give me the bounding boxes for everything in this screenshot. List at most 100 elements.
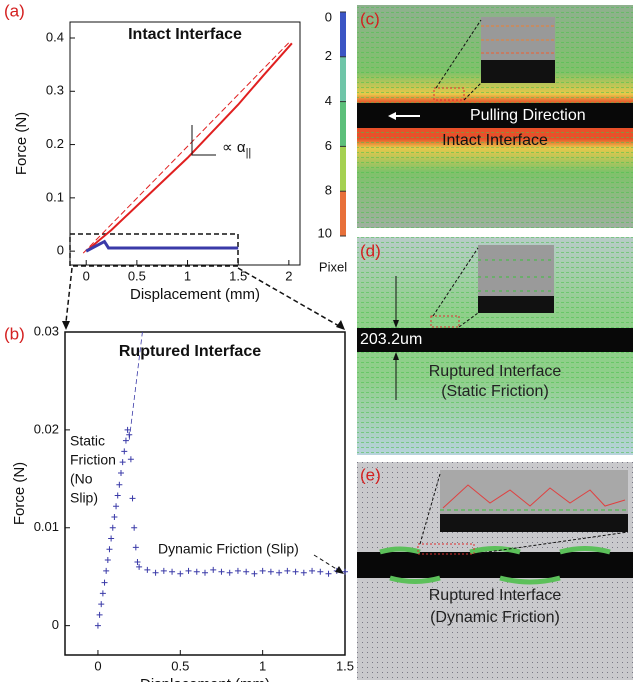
data-point bbox=[116, 481, 123, 488]
colorbar-tick-label: 6 bbox=[325, 138, 332, 153]
data-point bbox=[121, 448, 128, 455]
colorbar-tick-label: 8 bbox=[325, 183, 332, 198]
x-tick-label: 1.5 bbox=[336, 658, 354, 673]
annotation: Static bbox=[70, 433, 105, 449]
data-point bbox=[243, 568, 250, 575]
panel-text: (Static Friction) bbox=[441, 383, 549, 400]
data-point bbox=[114, 492, 121, 499]
data-point bbox=[103, 567, 110, 574]
data-point bbox=[118, 469, 124, 476]
y-tick-label: 0.02 bbox=[34, 421, 59, 436]
data-point bbox=[136, 563, 143, 570]
y-tick-label: 0.4 bbox=[46, 29, 64, 44]
colorbar-segment bbox=[340, 146, 346, 192]
x-tick-label: 1 bbox=[184, 268, 191, 283]
data-point bbox=[267, 568, 274, 575]
data-point bbox=[259, 567, 266, 574]
data-point bbox=[113, 503, 120, 510]
colorbar-segment bbox=[340, 101, 346, 147]
data-point bbox=[119, 459, 126, 466]
data-point bbox=[131, 524, 138, 531]
annotation-subscript: || bbox=[246, 147, 252, 159]
data-point bbox=[106, 546, 113, 553]
data-line bbox=[82, 42, 290, 254]
data-point bbox=[94, 622, 101, 629]
colorbar-tick-label: 2 bbox=[325, 48, 332, 63]
data-point bbox=[226, 569, 233, 576]
data-point bbox=[300, 569, 307, 576]
y-axis-label: Force (N) bbox=[11, 462, 28, 525]
x-axis-label: Displacement (mm) bbox=[140, 676, 270, 682]
data-point bbox=[160, 567, 167, 574]
y-tick-label: 0.01 bbox=[34, 519, 59, 534]
data-point bbox=[98, 601, 105, 608]
data-point bbox=[169, 568, 176, 575]
plot-frame bbox=[69, 21, 301, 266]
data-point bbox=[218, 568, 225, 575]
y-tick-label: 0.1 bbox=[46, 189, 64, 204]
annotation-arrow bbox=[313, 554, 339, 571]
colorbar-label: Pixel bbox=[319, 259, 347, 274]
x-tick-label: 0.5 bbox=[171, 658, 189, 673]
data-point bbox=[325, 570, 332, 577]
panel-text: (Dynamic Friction) bbox=[430, 609, 560, 626]
colorbar-tick-label: 0 bbox=[325, 9, 332, 24]
colorbar-tick-label: 4 bbox=[325, 93, 332, 108]
data-point bbox=[251, 570, 258, 577]
data-point bbox=[193, 568, 200, 575]
annotation: Friction bbox=[70, 452, 116, 468]
colorbar-segment bbox=[340, 191, 346, 236]
x-tick-label: 1.5 bbox=[229, 268, 247, 283]
panel-label: (a) bbox=[4, 1, 25, 20]
data-point bbox=[342, 568, 348, 575]
data-point bbox=[144, 566, 151, 573]
colorbar-tick-label: 10 bbox=[318, 225, 332, 240]
y-axis-label: Force (N) bbox=[13, 112, 30, 175]
plot-frame bbox=[64, 331, 346, 656]
data-point bbox=[129, 495, 136, 502]
y-tick-label: 0.3 bbox=[46, 83, 64, 98]
annotation: Dynamic Friction (Slip) bbox=[158, 541, 299, 557]
data-point bbox=[276, 569, 283, 576]
image-panel bbox=[357, 237, 633, 455]
image-panel bbox=[357, 462, 633, 680]
annotation: (No bbox=[70, 471, 93, 487]
data-point bbox=[96, 611, 103, 618]
arrow-head bbox=[62, 320, 345, 330]
y-tick-label: 0 bbox=[57, 243, 64, 258]
data-point bbox=[210, 566, 217, 573]
annotation: Slip) bbox=[70, 490, 98, 506]
panel-text: Pulling Direction bbox=[470, 107, 586, 124]
data-point bbox=[202, 569, 208, 576]
panel-label: (d) bbox=[360, 241, 381, 260]
panel-text: Intact Interface bbox=[442, 132, 548, 149]
panel-text: Ruptured Interface bbox=[429, 363, 562, 380]
data-point bbox=[101, 579, 108, 586]
data-point bbox=[111, 513, 118, 520]
chart-title: Intact Interface bbox=[128, 26, 242, 43]
data-point bbox=[292, 568, 299, 575]
data-point bbox=[134, 559, 141, 566]
y-tick-label: 0 bbox=[52, 617, 59, 632]
panel-text: Ruptured Interface bbox=[429, 587, 562, 604]
data-point bbox=[124, 426, 131, 433]
x-tick-label: 2 bbox=[285, 268, 292, 283]
data-line bbox=[85, 42, 293, 252]
panel-label: (b) bbox=[4, 324, 25, 343]
y-tick-label: 0.03 bbox=[34, 323, 59, 338]
x-tick-label: 1 bbox=[259, 658, 266, 673]
data-point bbox=[122, 437, 129, 444]
x-tick-label: 0.5 bbox=[128, 268, 146, 283]
data-line bbox=[85, 239, 239, 253]
chart-title: Ruptured Interface bbox=[119, 343, 261, 360]
x-tick-label: 0 bbox=[83, 268, 90, 283]
annotation: ∝ α|| bbox=[222, 139, 251, 159]
panel-label: (c) bbox=[360, 9, 380, 28]
data-point bbox=[109, 524, 116, 531]
arrow-head bbox=[335, 566, 344, 574]
data-point bbox=[108, 535, 115, 542]
colorbar-segment bbox=[340, 12, 346, 57]
data-point bbox=[99, 590, 106, 597]
data-point bbox=[152, 569, 159, 576]
